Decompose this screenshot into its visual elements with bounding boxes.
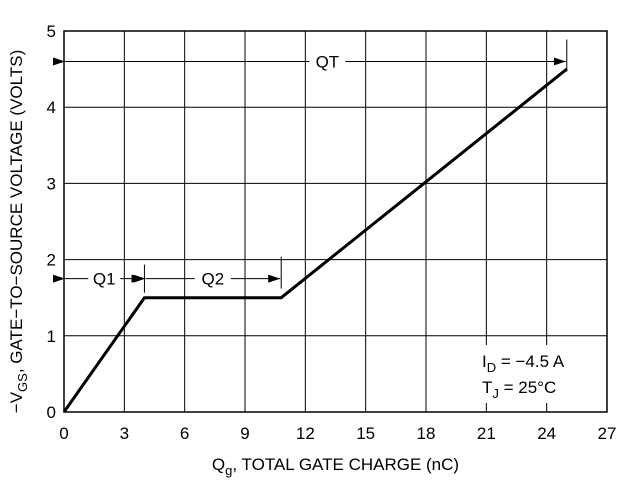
- x-tick-label: 6: [180, 424, 189, 443]
- q1-label-bg: [89, 268, 120, 289]
- q2-label: Q2: [201, 270, 224, 289]
- x-tick-label: 18: [417, 424, 436, 443]
- id-symbol: I: [482, 352, 487, 371]
- y-tick-label: 1: [47, 327, 56, 346]
- tj-value: = 25°C: [499, 378, 556, 397]
- x-axis-label-rest: , TOTAL GATE CHARGE (nC): [232, 455, 459, 474]
- qt-label: QT: [316, 52, 340, 71]
- y-axis-label: −VGS, GATE−TO−SOURCE VOLTAGE (VOLTS): [7, 50, 30, 413]
- x-tick-label: 15: [356, 424, 375, 443]
- x-axis-label: Qg, TOTAL GATE CHARGE (nC): [212, 455, 459, 478]
- y-axis-label-sub: GS: [15, 373, 30, 392]
- id-subscript: D: [487, 360, 496, 375]
- junction-temp-condition: TJ = 25°C: [482, 378, 556, 401]
- y-tick-label: 5: [47, 22, 56, 41]
- x-axis-label-sub: g: [225, 463, 232, 478]
- id-value: = −4.5 A: [496, 352, 565, 371]
- plot-frame: [63, 30, 608, 413]
- x-tick-label: 3: [120, 424, 129, 443]
- x-axis-label-main: Q: [212, 455, 225, 474]
- y-tick-label: 3: [47, 174, 56, 193]
- tj-symbol: T: [482, 378, 492, 397]
- charge-brackets: [53, 39, 568, 293]
- y-axis-label-main: −V: [7, 391, 26, 413]
- conditions-box-bg: [472, 345, 600, 403]
- x-tick-label: 24: [537, 424, 556, 443]
- grid: [64, 31, 607, 412]
- y-axis-label-rest: , GATE−TO−SOURCE VOLTAGE (VOLTS): [7, 50, 26, 373]
- qt-label-bg: [310, 51, 345, 72]
- x-tick-label: 9: [240, 424, 249, 443]
- drain-current-condition: ID = −4.5 A: [482, 352, 565, 375]
- tj-subscript: J: [492, 386, 499, 401]
- q2-label-bg: [195, 268, 230, 289]
- y-tick-label: 2: [47, 251, 56, 270]
- x-tick-label: 21: [477, 424, 496, 443]
- gate-charge-curve: [62, 67, 568, 413]
- q1-label: Q1: [93, 270, 116, 289]
- y-tick-label: 4: [47, 98, 56, 117]
- x-tick-label: 0: [59, 424, 68, 443]
- y-tick-label: 0: [47, 403, 56, 422]
- x-tick-label: 12: [296, 424, 315, 443]
- x-tick-label: 27: [598, 424, 617, 443]
